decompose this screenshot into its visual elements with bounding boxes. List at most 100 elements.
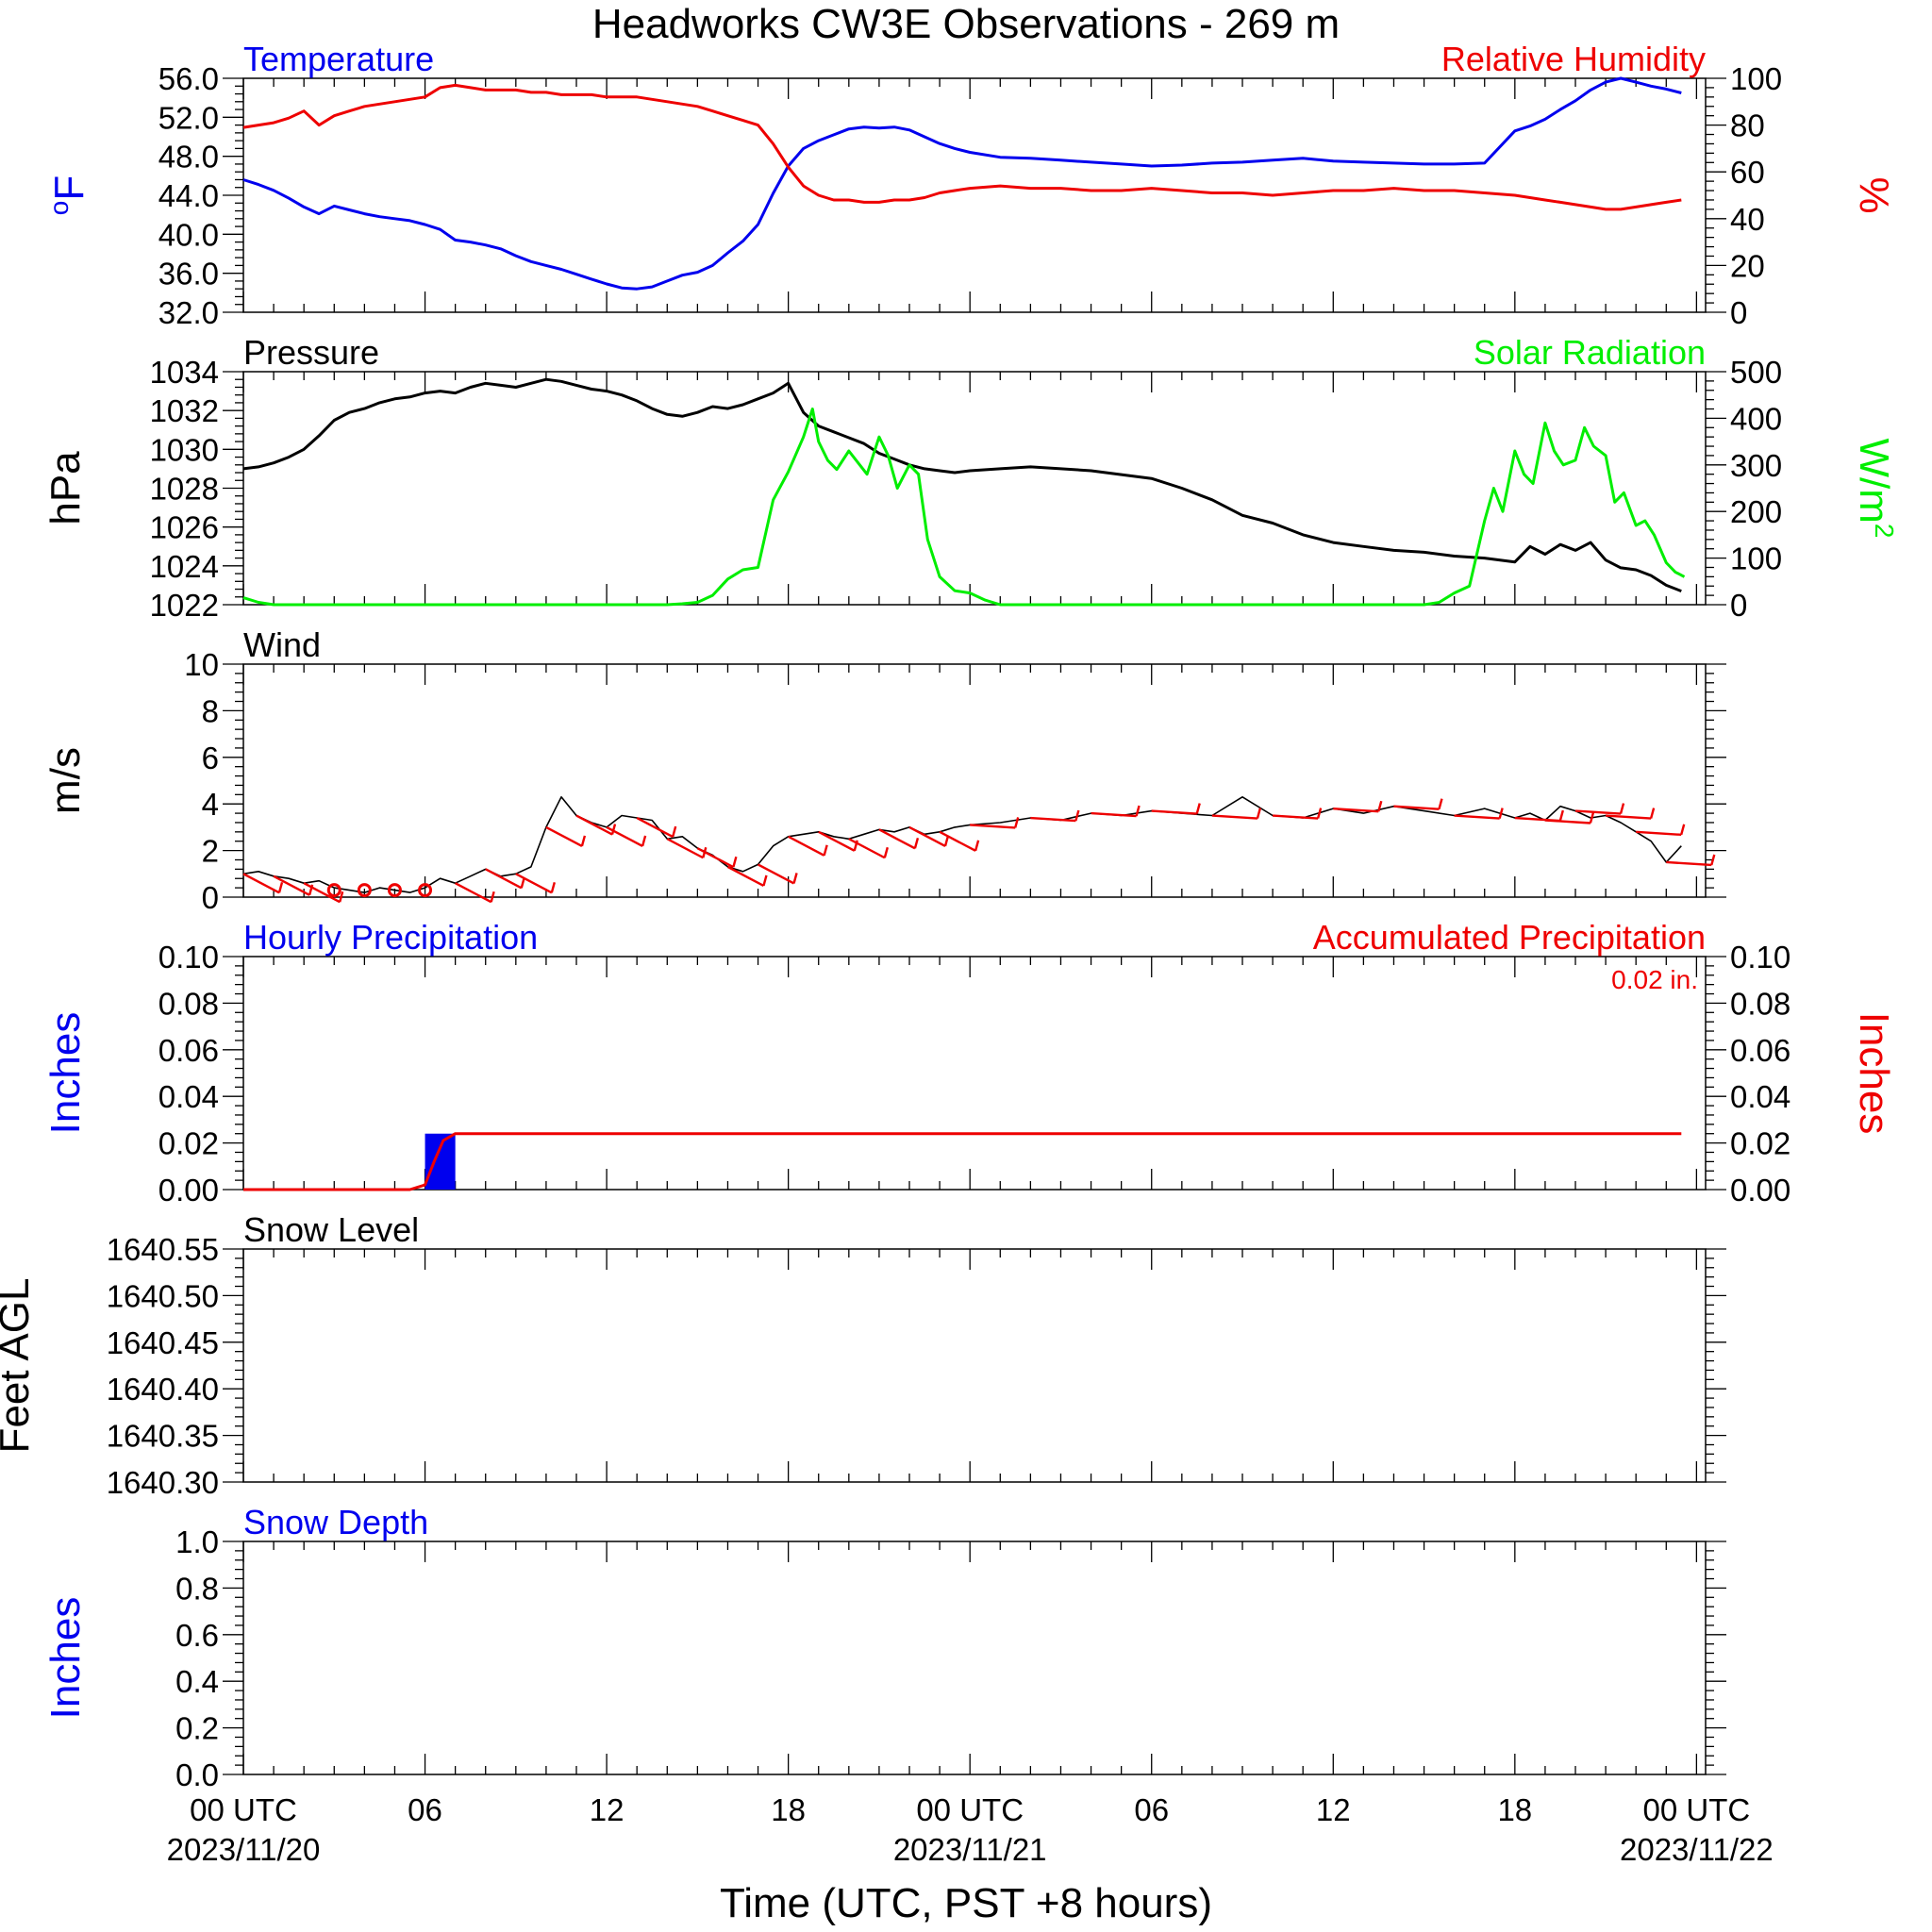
wind-barb [1606, 814, 1652, 820]
y-tick-label: 100 [1730, 61, 1782, 96]
wind-barb-flag [1649, 808, 1656, 819]
wind-barb [1211, 814, 1257, 820]
y-tick-label: 20 [1730, 248, 1765, 283]
wind-barb [970, 824, 1016, 829]
y-tick-label: 0.02 [158, 1126, 219, 1161]
y-tick-label: 200 [1730, 494, 1782, 529]
wind-barb [515, 873, 553, 894]
y-tick-label: 44.0 [158, 178, 219, 213]
calm-wind-marker [326, 883, 341, 898]
y-axis-label-right: Inches [1851, 1012, 1897, 1135]
y-tick-label: 0.08 [1730, 986, 1790, 1021]
y-tick-label: 0.2 [175, 1711, 219, 1746]
time-tick-label: 00 UTC [916, 1792, 1024, 1827]
y-axis-label-left: m/s [42, 747, 89, 814]
y-tick-label: 56.0 [158, 61, 219, 96]
wind-barb [606, 825, 643, 847]
y-tick-label: 1032 [150, 393, 219, 428]
wind-barb-flag [823, 844, 828, 857]
y-tick-label: 36.0 [158, 257, 219, 291]
wind-barb-flag [277, 881, 284, 893]
wind-barb-flag [520, 877, 525, 889]
wind-barb-flag [792, 873, 798, 884]
time-tick-label: 06 [1134, 1792, 1169, 1827]
wind-barb-flag [1014, 817, 1020, 828]
plot-frame [242, 77, 1707, 313]
precipitation-panel: 0.00 0.02 0.04 0.06 0.08 0.10 0.00 0.02 0.04 0.06… [42, 918, 1897, 1208]
y-tick-label: 0.00 [158, 1173, 219, 1208]
wind-barb-flag [883, 846, 889, 858]
y-tick-label: 1034 [150, 355, 219, 390]
time-tick-label: 18 [771, 1792, 806, 1827]
panel-title-left: Hourly Precipitation [243, 918, 538, 957]
wind-barb-flag [974, 840, 980, 852]
y-axis-label-left: hPa [42, 451, 89, 525]
wind-panel: 0 2 4 6 8 10 Wind m/s [42, 625, 1726, 915]
relative-humidity-line [242, 83, 1682, 211]
wind-barb [545, 825, 583, 847]
wind-barb [878, 828, 916, 850]
plot-frame [242, 663, 1707, 898]
y-axis-label-left: oF [44, 175, 92, 215]
wind-barb [303, 882, 341, 904]
y-tick-label: 2 [202, 834, 219, 869]
wind-barb [696, 847, 734, 869]
wind-line [242, 795, 1682, 893]
wind-barb-flag [672, 825, 677, 838]
wind-barb-flag [1498, 808, 1504, 819]
pressure-line [242, 377, 1682, 592]
y-tick-label: 0.06 [1730, 1033, 1790, 1068]
panel-title-right: Accumulated Precipitation [1313, 918, 1706, 957]
unit-exponent: 2 [1870, 524, 1899, 539]
wind-barb [908, 825, 946, 847]
time-tick-label: 12 [590, 1792, 625, 1827]
wind-barb [1273, 814, 1319, 820]
wind-barb [788, 835, 825, 857]
wind-barb [939, 830, 976, 852]
y-tick-label: 1640.30 [107, 1465, 219, 1500]
wind-barb-flag [1377, 800, 1383, 812]
wind-barb [1393, 805, 1440, 810]
y-tick-label: 0.04 [1730, 1079, 1790, 1114]
wind-barb-flag [1680, 824, 1686, 836]
wind-barb-flag [1438, 798, 1443, 809]
wind-barb [1454, 814, 1500, 820]
y-tick-label: 0.06 [158, 1033, 219, 1068]
panel-title-right: Solar Radiation [1474, 333, 1706, 372]
calm-wind-marker [418, 883, 433, 898]
time-tick-label: 00 UTC [190, 1792, 297, 1827]
wind-barb-flag [943, 835, 950, 847]
wind-barb-flag [1558, 809, 1564, 822]
time-tick-label: 06 [408, 1792, 442, 1827]
time-tick-label: 18 [1497, 1792, 1532, 1827]
y-tick-label: 1640.40 [107, 1372, 219, 1407]
y-tick-label: 1024 [150, 549, 219, 584]
wind-barb [242, 873, 280, 894]
wind-barb [848, 838, 886, 859]
degree-sign: o [44, 201, 74, 216]
wind-barb-flag [339, 891, 344, 903]
time-tick-label: 12 [1316, 1792, 1351, 1827]
y-tick-label: 1026 [150, 510, 219, 545]
panel-title-right: Relative Humidity [1441, 40, 1706, 78]
fahrenheit-letter: F [46, 175, 92, 201]
time-tick-label: 00 UTC [1643, 1792, 1751, 1827]
wind-barb [1333, 807, 1379, 813]
y-tick-label: 40 [1730, 202, 1765, 237]
wind-barb-flag [1195, 803, 1201, 814]
wind-barb [666, 838, 704, 859]
wind-barb-flag [1074, 809, 1080, 822]
y-tick-label: 1640.35 [107, 1419, 219, 1454]
y-tick-label: 8 [202, 693, 219, 728]
wind-barb-flag [762, 874, 768, 887]
precip-total-label: 0.02 in. [1611, 965, 1698, 994]
y-tick-label: 4 [202, 787, 219, 822]
wind-barb-flag [913, 838, 920, 849]
panel-title-left: Snow Level [243, 1210, 419, 1249]
y-tick-label: 52.0 [158, 100, 219, 135]
figure-title: Headworks CW3E Observations - 269 m [592, 1, 1340, 47]
y-axis-label-right: W/m2 [1851, 439, 1899, 539]
y-tick-label: 0 [1730, 588, 1747, 623]
y-tick-label: 0.0 [175, 1757, 219, 1792]
panel-title-left: Pressure [243, 333, 379, 372]
